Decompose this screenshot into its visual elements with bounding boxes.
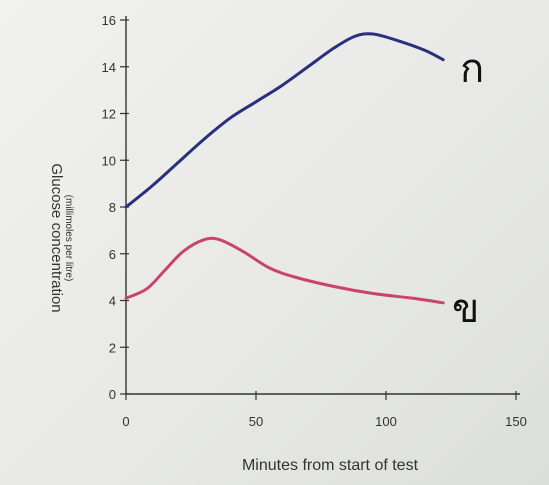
y-tick-label: 12: [102, 107, 116, 122]
x-tick-label: 50: [249, 414, 263, 429]
series-line-b: [124, 236, 445, 305]
y-tick-label: 16: [102, 13, 116, 28]
y-axis-title: Glucose concentration: [48, 163, 65, 312]
series-line-a: [124, 32, 445, 209]
y-axis-subtitle: (millimoles per litre): [63, 195, 74, 282]
ticks: 0 2 4 6 8 10 12 14 16 0 50 100 150: [102, 13, 527, 429]
y-tick-label: 14: [102, 60, 116, 75]
series-lines: [124, 32, 445, 305]
y-tick-label: 2: [109, 340, 116, 355]
x-tick-label: 100: [375, 414, 397, 429]
x-tick-label: 150: [505, 414, 527, 429]
series-label-b: ข: [452, 286, 479, 332]
y-tick-label: 10: [102, 153, 116, 168]
y-tick-label: 4: [109, 294, 116, 309]
x-axis-title: Minutes from start of test: [242, 457, 419, 474]
y-tick-label: 0: [109, 387, 116, 402]
series-label-a: ก: [460, 46, 484, 92]
y-tick-label: 8: [109, 200, 116, 215]
axes: [125, 16, 520, 395]
y-tick-label: 6: [109, 247, 116, 262]
x-tick-label: 0: [122, 414, 129, 429]
